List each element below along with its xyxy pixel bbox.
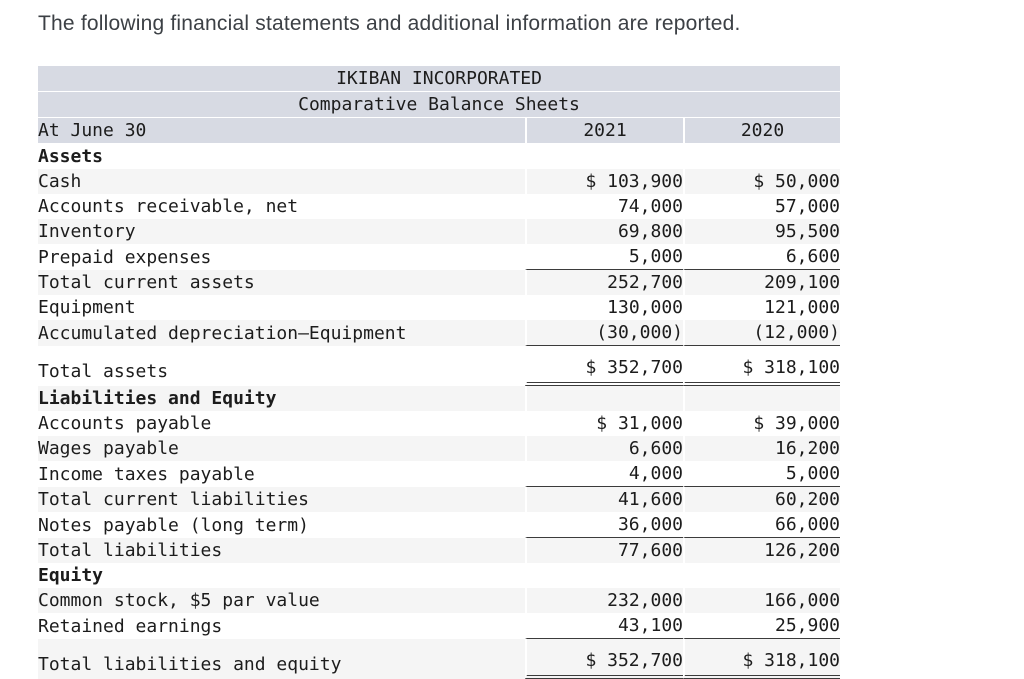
value-2021: 6,600: [525, 436, 683, 461]
value-2020: 6,600: [683, 244, 841, 270]
row-label: Total current assets: [38, 270, 525, 295]
row-label: Total liabilities: [38, 538, 525, 563]
table-row: Total current assets 252,700 209,100: [38, 270, 841, 295]
table-row: Notes payable (long term) 36,000 66,000: [38, 512, 841, 538]
table-row: Inventory 69,800 95,500: [38, 219, 841, 244]
value-2021: 74,000: [525, 194, 683, 219]
table-row: Total liabilities 77,600 126,200: [38, 538, 841, 563]
table-row: Prepaid expenses 5,000 6,600: [38, 244, 841, 270]
value-2021: [525, 386, 683, 411]
value-2020: 209,100: [683, 270, 841, 295]
row-label: Total current liabilities: [38, 487, 525, 512]
column-header-row: At June 30 2021 2020: [38, 118, 841, 144]
value-2020: 121,000: [683, 295, 840, 320]
row-label: Common stock, $5 par value: [38, 588, 525, 613]
company-name-row: IKIBAN INCORPORATED: [38, 66, 841, 92]
table-row: Equity: [38, 563, 840, 588]
row-label: Cash: [38, 169, 525, 194]
row-label: Accumulated depreciation—Equipment: [38, 320, 525, 346]
value-2020: $ 50,000: [683, 169, 841, 194]
row-label: Accounts receivable, net: [38, 196, 299, 217]
column-header-date: At June 30: [38, 118, 525, 144]
table-header: IKIBAN INCORPORATED Comparative Balance …: [38, 66, 841, 144]
column-header-2021: 2021: [525, 118, 683, 144]
value-2021: 77,600: [525, 538, 683, 563]
value-2021: 41,600: [525, 487, 683, 512]
value-2020: $ 318,100: [683, 346, 841, 386]
row-label: Notes payable (long term): [38, 515, 309, 536]
value-2020: 166,000: [683, 588, 841, 613]
value-2021: 4,000: [525, 461, 683, 487]
value-2020: 95,500: [683, 219, 841, 244]
value-2020: 60,200: [683, 487, 841, 512]
value-2021: 69,800: [525, 219, 683, 244]
row-label: Accounts payable: [38, 413, 212, 434]
value-2020: [683, 563, 840, 588]
row-label: Total assets: [38, 361, 169, 382]
table-row: Accounts payable $ 31,000 $ 39,000: [38, 411, 840, 436]
value-2021: 36,000: [525, 512, 683, 538]
row-label: Income taxes payable: [38, 464, 255, 485]
table-row: Total assets $ 352,700 $ 318,100: [38, 346, 841, 386]
table-row: Wages payable 6,600 16,200: [38, 436, 841, 461]
comparative-balance-sheet-table: IKIBAN INCORPORATED Comparative Balance …: [38, 66, 841, 679]
value-2021: $ 352,700: [525, 639, 683, 679]
value-2020: 25,900: [683, 613, 841, 639]
table-row: Retained earnings 43,100 25,900: [38, 613, 841, 639]
table-row: Cash $ 103,900 $ 50,000: [38, 169, 841, 194]
company-name: IKIBAN INCORPORATED: [38, 66, 841, 92]
value-2020: [683, 144, 840, 169]
value-2020: 126,200: [683, 538, 841, 563]
table-row: Accounts receivable, net 74,000 57,000: [38, 194, 840, 219]
table-row: Common stock, $5 par value 232,000 166,000: [38, 588, 841, 613]
value-2021: $ 31,000: [525, 411, 683, 436]
row-label: Assets: [38, 146, 104, 167]
value-2021: 5,000: [525, 244, 683, 270]
value-2021: 43,100: [525, 613, 683, 639]
value-2021: 130,000: [525, 295, 683, 320]
table-row: Liabilities and Equity: [38, 386, 841, 411]
value-2020: (12,000): [683, 320, 841, 346]
row-label: Inventory: [38, 219, 525, 244]
statement-title-row: Comparative Balance Sheets: [38, 92, 841, 118]
value-2021: $ 103,900: [525, 169, 683, 194]
value-2020: $ 318,100: [683, 639, 841, 679]
table-row: Total current liabilities 41,600 60,200: [38, 487, 841, 512]
table-row: Income taxes payable 4,000 5,000: [38, 461, 841, 487]
row-label: Equity: [38, 565, 104, 586]
row-label: Equipment: [38, 297, 136, 318]
value-2020: [683, 386, 841, 411]
table-row: Equipment 130,000 121,000: [38, 295, 840, 320]
value-2020: 16,200: [683, 436, 841, 461]
row-label: Wages payable: [38, 436, 525, 461]
value-2021: (30,000): [525, 320, 683, 346]
value-2021: $ 352,700: [525, 346, 683, 386]
row-label: Liabilities and Equity: [38, 386, 525, 411]
table-body: Assets Cash $ 103,900 $ 50,000 Accounts rece…: [38, 144, 841, 679]
column-header-2020: 2020: [683, 118, 841, 144]
row-label: Retained earnings: [38, 616, 223, 637]
row-label: Total liabilities and equity: [38, 639, 525, 679]
table-row: Assets: [38, 144, 840, 169]
value-2021: [525, 144, 683, 169]
value-2021: 252,700: [525, 270, 683, 295]
table-row: Total liabilities and equity $ 352,700 $ 3…: [38, 639, 841, 679]
intro-text: The following financial statements and a…: [38, 12, 741, 35]
table-row: Accumulated depreciation—Equipment (30,00…: [38, 320, 841, 346]
statement-title: Comparative Balance Sheets: [38, 92, 841, 118]
value-2021: 232,000: [525, 588, 683, 613]
value-2021: [525, 563, 683, 588]
value-2020: $ 39,000: [683, 411, 840, 436]
value-2020: 57,000: [683, 194, 840, 219]
value-2020: 66,000: [683, 512, 841, 538]
row-label: Prepaid expenses: [38, 247, 212, 268]
value-2020: 5,000: [683, 461, 841, 487]
